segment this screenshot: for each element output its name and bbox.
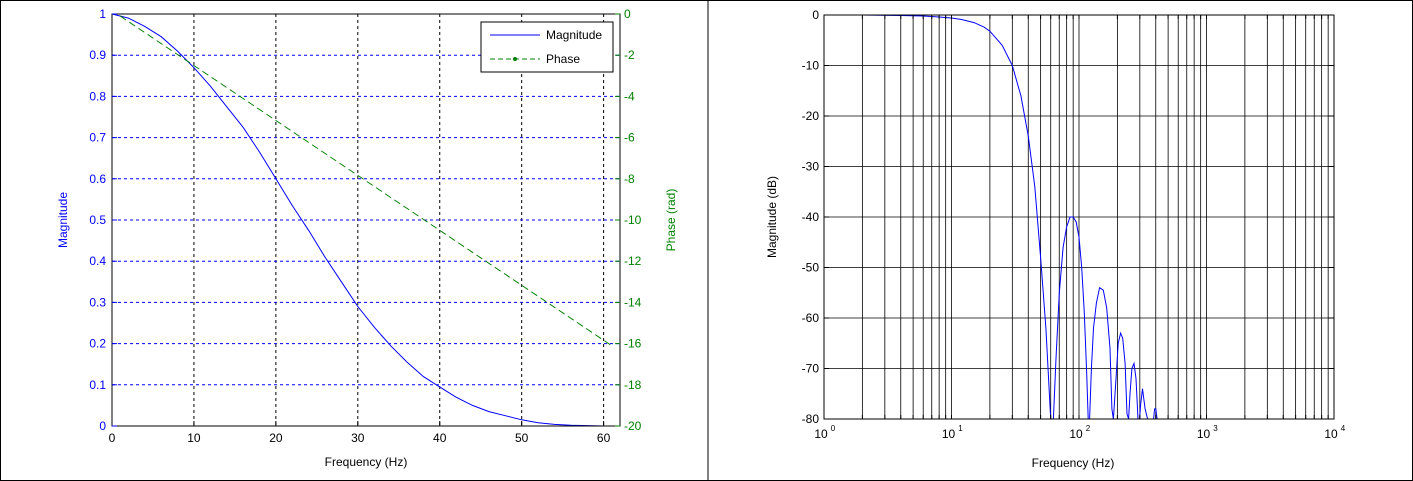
left-y-tick-label: 0.1 (89, 378, 106, 392)
left-series-layer (111, 13, 613, 427)
left-x-tick-label: 20 (269, 431, 283, 445)
left-xlabel: Frequency (Hz) (325, 455, 408, 469)
right-y-tick-label: -70 (802, 362, 820, 376)
left-x-tick-label: 10 (187, 431, 201, 445)
right-x-tick-label: 10 (1197, 427, 1211, 441)
left-y-tick-label: 0.9 (89, 48, 106, 62)
left-y-tick-label: 0.6 (89, 172, 106, 186)
left-y-tick-label: 0.4 (89, 254, 106, 268)
right-y-tick-label: -8 (624, 172, 635, 186)
right-x-tick-label: 10 (814, 427, 828, 441)
left-y-tick-label: 0.2 (89, 337, 106, 351)
right-y-tick-label: -4 (624, 89, 635, 103)
right-x-tick-exponent: 2 (1086, 424, 1091, 433)
left-y-tick-label: 0.5 (89, 213, 106, 227)
right-y-tick-label: -10 (802, 59, 820, 73)
right-x-tick-exponent: 3 (1213, 424, 1218, 433)
right-y-tick-label: -20 (624, 419, 642, 433)
left-chart-panel: 0 10 20 30 40 50 60 00.10.20.30.40.50.60.70.80… (56, 7, 678, 469)
right-chart-panel: 10 0 10 1 10 2 10 3 10 4 0-10-20-30-40-50-60-70-8… (765, 8, 1346, 470)
left-ylabel: Magnitude (56, 192, 70, 248)
right-y-tick-label: 0 (812, 8, 819, 22)
right-x-ticks: 10 0 10 1 10 2 10 3 10 4 (814, 15, 1346, 441)
left-x-tick-label: 0 (109, 431, 116, 445)
right-xlabel: Frequency (Hz) (1032, 456, 1115, 470)
right-y-tick-label: 0 (624, 7, 631, 21)
right-x-tick-exponent: 0 (831, 424, 836, 433)
legend-phase-marker (513, 57, 517, 61)
right-y-tick-label: -10 (624, 213, 642, 227)
right-ylabel: Magnitude (dB) (765, 176, 779, 258)
left-y-tick-label: 0.7 (89, 131, 106, 145)
left-x-tick-label: 30 (351, 431, 365, 445)
left-x-ticks: 0 10 20 30 40 50 60 (109, 421, 611, 445)
left-y-tick-label: 0.8 (89, 89, 106, 103)
series-line-magnitude (111, 13, 612, 427)
legend-magnitude-label: Magnitude (546, 28, 602, 42)
left-x-tick-label: 60 (597, 431, 611, 445)
right-y-tick-label: -2 (624, 48, 635, 62)
right-x-tick-exponent: 1 (958, 424, 963, 433)
right-x-tick-label: 10 (1069, 427, 1083, 441)
left-y-tick-label: 0.3 (89, 295, 106, 309)
right-y-tick-label: -18 (624, 378, 642, 392)
right-y-tick-label: -40 (802, 210, 820, 224)
right-x-tick-exponent: 4 (1341, 424, 1346, 433)
left-x-tick-label: 50 (515, 431, 529, 445)
right-y-tick-label: -80 (802, 412, 820, 426)
right-y-tick-label: -60 (802, 311, 820, 325)
right-y-tick-label: -14 (624, 295, 642, 309)
right-ylabel: Phase (rad) (664, 189, 678, 252)
left-y-tick-label: 0 (99, 419, 106, 433)
left-y-ticks: 0 0.1 0.2 0.3 0.4 0.5 0.6 0.7 0.8 0.9 1 (89, 7, 117, 433)
right-grid (824, 15, 1334, 419)
right-y-tick-label: -12 (624, 254, 642, 268)
right-y-tick-label: -50 (802, 261, 820, 275)
left-legend: Magnitude Phase (480, 21, 614, 73)
legend-box (480, 21, 614, 73)
left-y-tick-label: 1 (99, 7, 106, 21)
left-grid (112, 14, 620, 426)
right-y-tick-label: -20 (802, 109, 820, 123)
right-y-ticks: 0 -2 -4 -6 -8 -10 -12 -14 -16 -18 -20 (615, 7, 642, 433)
right-y-tick-label: -30 (802, 160, 820, 174)
left-x-tick-label: 40 (433, 431, 447, 445)
right-x-tick-label: 10 (1324, 427, 1338, 441)
legend-phase-label: Phase (546, 52, 580, 66)
right-y-tick-label: -16 (624, 337, 642, 351)
right-y-tick-label: -6 (624, 131, 635, 145)
right-x-tick-label: 10 (942, 427, 956, 441)
right-y-ticks: 0 -10 -20 -30 -40 -50 -60 -70 -80 (802, 8, 1334, 426)
